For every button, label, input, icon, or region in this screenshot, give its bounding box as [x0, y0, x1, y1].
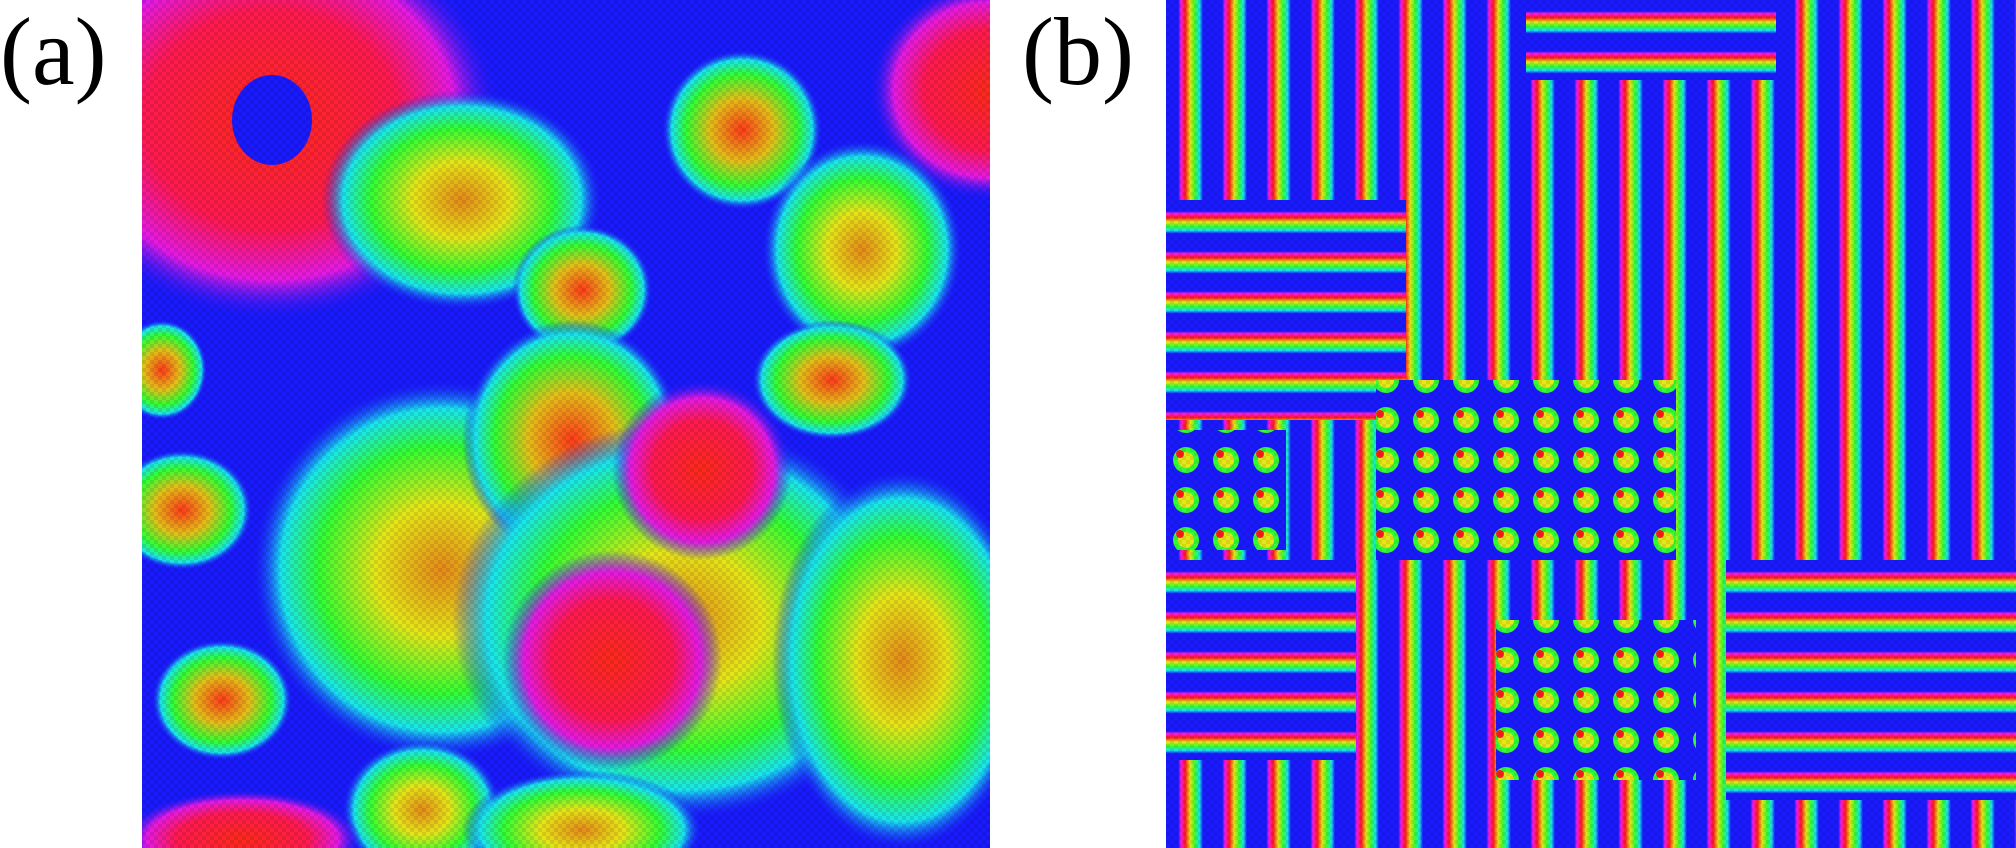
panel-label-a: (a) — [0, 0, 107, 105]
phase-field-panel-b — [1166, 0, 2016, 848]
phase-field-panel-a — [142, 0, 990, 848]
phase-field-image-a — [142, 0, 990, 848]
phase-field-image-b — [1166, 0, 2016, 848]
panel-label-b: (b) — [1022, 0, 1134, 105]
